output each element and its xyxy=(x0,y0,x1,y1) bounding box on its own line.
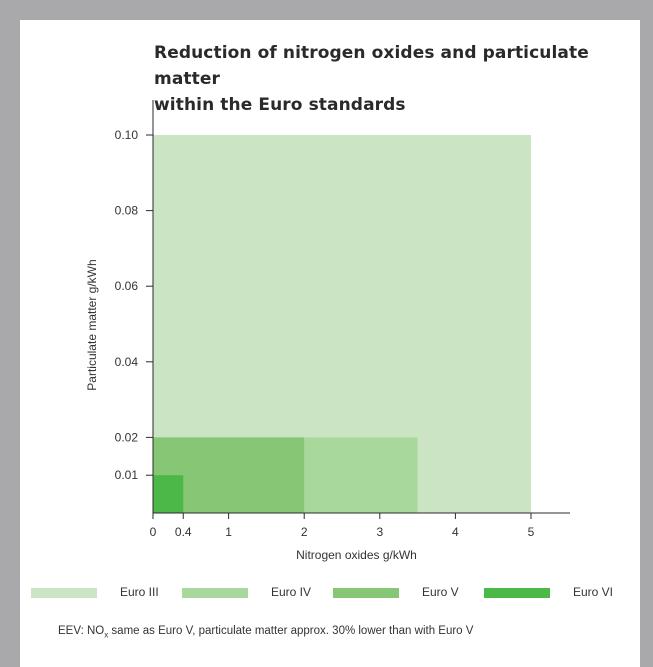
chart-legend: Euro III Euro IV Euro V Euro VI xyxy=(0,585,653,605)
x-tick-label: 0 xyxy=(150,525,157,539)
legend-label: Euro IV xyxy=(271,585,312,599)
footnote-subscript: x xyxy=(104,630,109,640)
chart-title-line-1: Reduction of nitrogen oxides and particu… xyxy=(154,43,589,89)
legend-label: Euro III xyxy=(120,585,159,599)
y-tick-label: 0.04 xyxy=(115,355,139,369)
footnote: EEV: NOx same as Euro V, particulate mat… xyxy=(58,625,638,639)
y-tick-label: 0.02 xyxy=(115,430,139,444)
area-euro-vi xyxy=(153,475,184,513)
footnote-prefix: EEV: NO xyxy=(58,625,105,637)
y-tick-label: 0.10 xyxy=(115,128,139,142)
legend-label: Euro V xyxy=(422,585,459,599)
x-tick-label: 5 xyxy=(528,525,535,539)
y-tick-label: 0.01 xyxy=(115,468,139,482)
legend-swatch xyxy=(484,588,550,598)
chart-title-line-2: within the Euro standards xyxy=(154,95,406,115)
x-tick-label: 2 xyxy=(301,525,308,539)
x-tick-label: 0.4 xyxy=(175,525,192,539)
y-tick-label: 0.06 xyxy=(115,279,139,293)
legend-label: Euro VI xyxy=(573,585,614,599)
x-tick-label: 1 xyxy=(225,525,232,539)
y-axis-label: Particulate matter g/kWh xyxy=(85,259,99,390)
chart-title: Reduction of nitrogen oxides and particu… xyxy=(154,40,614,118)
legend-swatch xyxy=(182,588,248,598)
footnote-suffix: same as Euro V, particulate matter appro… xyxy=(108,625,474,637)
x-axis-label: Nitrogen oxides g/kWh xyxy=(296,548,417,562)
chart-plot: 0 0.4 1 2 3 4 5 0.01 0.02 0.04 0.06 0.08 0.10 Nitroge… xyxy=(85,100,570,562)
legend-swatch xyxy=(333,588,399,598)
y-tick-label: 0.08 xyxy=(115,204,139,218)
legend-swatch xyxy=(31,588,97,598)
x-tick-label: 4 xyxy=(452,525,459,539)
x-tick-label: 3 xyxy=(376,525,383,539)
